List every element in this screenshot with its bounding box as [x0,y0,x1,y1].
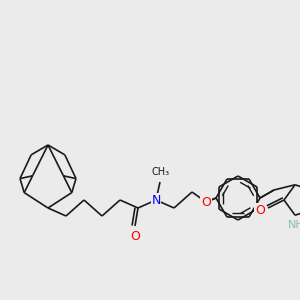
Text: O: O [201,196,211,208]
Text: O: O [255,203,265,217]
Text: N: N [151,194,161,206]
Text: NH: NH [288,220,300,230]
Text: O: O [130,230,140,242]
Text: CH₃: CH₃ [152,167,170,177]
